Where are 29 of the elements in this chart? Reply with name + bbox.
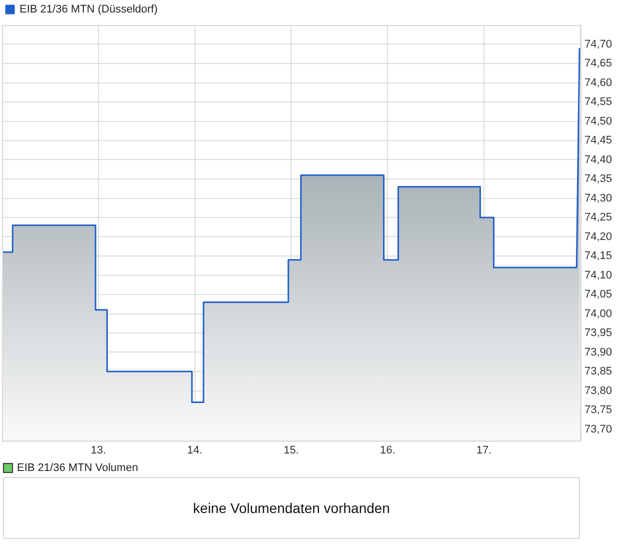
y-tick-label: 73,85 — [584, 366, 612, 378]
x-tick-label: 13. — [90, 444, 106, 456]
y-tick-label: 74,25 — [584, 212, 612, 224]
y-tick-label: 74,30 — [584, 192, 612, 204]
y-tick-label: 73,70 — [584, 423, 612, 436]
y-tick-label: 74,60 — [584, 76, 612, 89]
y-tick-label: 73,75 — [584, 404, 612, 416]
y-tick-label: 74,00 — [584, 308, 612, 320]
y-tick-label: 73,90 — [584, 346, 612, 358]
y-tick-label: 74,20 — [584, 230, 612, 243]
y-tick-label: 74,50 — [584, 115, 612, 128]
x-tick-label: 14. — [187, 444, 202, 456]
y-tick-label: 74,35 — [584, 173, 612, 186]
legend-label: EIB 21/36 MTN (Düsseldorf) — [20, 4, 158, 16]
y-tick-label: 74,10 — [584, 269, 612, 282]
x-tick-label: 16. — [380, 444, 396, 456]
y-tick-label: 74,15 — [584, 250, 612, 262]
y-tick-label: 74,70 — [584, 38, 612, 50]
x-tick-label: 17. — [476, 444, 492, 456]
y-tick-label: 74,40 — [584, 154, 612, 166]
y-tick-label: 74,55 — [584, 96, 612, 108]
y-tick-label: 73,95 — [584, 327, 612, 340]
legend-label: EIB 21/36 MTN Volumen — [17, 462, 138, 474]
empty-panel: keine Volumendaten vorhanden — [3, 477, 580, 539]
y-tick-label: 73,80 — [584, 384, 612, 397]
x-tick-label: 15. — [284, 444, 299, 456]
y-tick-label: 74,45 — [584, 134, 612, 147]
y-tick-label: 74,05 — [584, 288, 612, 301]
y-tick-label: 74,65 — [584, 58, 612, 70]
